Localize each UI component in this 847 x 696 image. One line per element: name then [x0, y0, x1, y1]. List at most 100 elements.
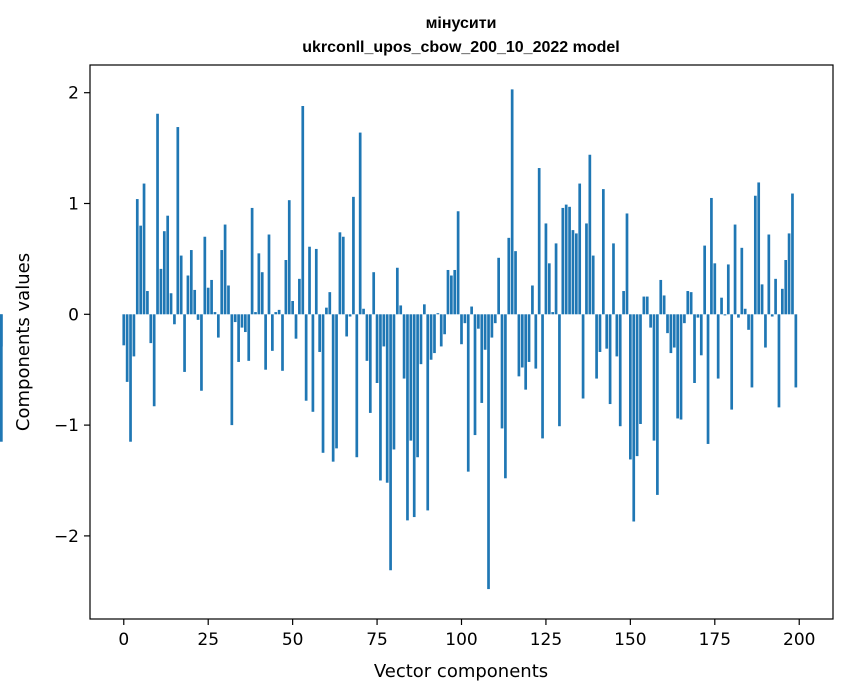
bar-77	[382, 314, 386, 347]
x-tick-label: 125	[530, 630, 562, 650]
bar-64	[338, 232, 342, 315]
bar-195	[780, 288, 784, 315]
bar-194	[777, 314, 781, 408]
bar-4	[135, 199, 139, 315]
bar-49	[287, 200, 291, 315]
bar-193	[774, 278, 777, 315]
bar-14	[169, 293, 173, 315]
bar-40	[257, 253, 261, 315]
bar-144	[608, 314, 612, 405]
bar-20	[189, 250, 193, 315]
bar-176	[716, 314, 720, 379]
bar-198	[791, 193, 794, 315]
bar-38	[250, 207, 254, 315]
bar-152	[635, 314, 639, 457]
bar-22	[196, 314, 200, 320]
bar-112	[500, 314, 504, 429]
bar-96	[446, 269, 450, 315]
bar-53	[301, 106, 305, 315]
x-tick-label: 25	[197, 630, 219, 650]
bar-174	[710, 197, 713, 315]
bar-95	[443, 314, 446, 335]
bar-158	[656, 314, 659, 495]
bar-29	[220, 250, 224, 315]
bar-156	[649, 314, 652, 328]
bar-28	[216, 314, 220, 338]
bar-undefined	[0, 314, 3, 347]
bar-150	[629, 314, 632, 460]
bar-117	[517, 314, 521, 377]
bar-172	[703, 245, 707, 315]
x-tick-label: 75	[366, 630, 388, 650]
bar-13	[166, 215, 170, 315]
bar-157	[652, 314, 656, 441]
bar-145	[612, 243, 615, 315]
bar-99	[456, 211, 460, 315]
bar-161	[666, 314, 669, 334]
bar-178	[723, 314, 727, 316]
bar-1	[125, 314, 129, 382]
bar-9	[152, 314, 156, 407]
bar-141	[598, 314, 602, 352]
bar-35	[240, 314, 244, 328]
bar-93	[436, 313, 440, 315]
bar-118	[520, 314, 524, 368]
bar-83	[402, 314, 406, 379]
bar-106	[480, 314, 484, 403]
bar-72	[365, 314, 369, 361]
bar-82	[399, 305, 403, 315]
bar-87	[416, 314, 419, 458]
y-tick-label: 1	[68, 195, 79, 215]
bar-153	[639, 314, 642, 424]
bar-162	[669, 314, 673, 354]
bar-190	[764, 314, 767, 348]
bar-197	[787, 233, 791, 315]
bar-67	[348, 314, 352, 317]
bar-45	[274, 312, 278, 315]
x-tick-label: 50	[282, 630, 304, 650]
bar-102	[466, 314, 470, 472]
x-tick-label: 175	[699, 630, 731, 650]
bar-52	[298, 278, 301, 315]
bar-173	[706, 314, 710, 444]
bar-196	[784, 260, 788, 315]
bar-191	[767, 234, 771, 315]
x-tick-label: 100	[445, 630, 477, 650]
bar-43	[267, 234, 271, 315]
bar-103	[470, 306, 473, 315]
bar-142	[601, 189, 605, 315]
bar-7	[146, 291, 149, 315]
bar-122	[534, 314, 538, 369]
bar-147	[618, 314, 622, 427]
bar-170	[696, 314, 700, 318]
bar-66	[345, 314, 349, 337]
bar-125	[544, 223, 548, 315]
bar-116	[514, 251, 517, 315]
bar-18	[183, 314, 186, 372]
bar-27	[213, 312, 217, 315]
bar-58	[318, 314, 321, 352]
bar-130	[561, 207, 565, 315]
bar-32	[230, 314, 234, 426]
bar-134	[574, 233, 578, 315]
x-tick-label: 200	[783, 630, 815, 650]
bar-138	[588, 154, 592, 315]
bar-113	[504, 314, 507, 479]
bar-92	[433, 314, 436, 354]
bar-73	[368, 314, 372, 413]
bar-79	[389, 314, 392, 571]
bar-133	[571, 230, 575, 315]
bar-15	[173, 314, 176, 325]
bar-146	[615, 314, 619, 357]
bar-108	[487, 314, 490, 590]
bar-81	[395, 267, 399, 315]
bar-119	[524, 314, 528, 390]
bar-71	[362, 308, 365, 315]
bar-30	[223, 224, 227, 315]
bar-94	[439, 314, 443, 347]
chart-subtitle: ukrconll_upos_cbow_200_10_2022 model	[302, 39, 619, 56]
bar-2	[129, 314, 132, 442]
bar-60	[325, 307, 328, 315]
bar-85	[409, 314, 413, 441]
bar-105	[477, 314, 480, 329]
